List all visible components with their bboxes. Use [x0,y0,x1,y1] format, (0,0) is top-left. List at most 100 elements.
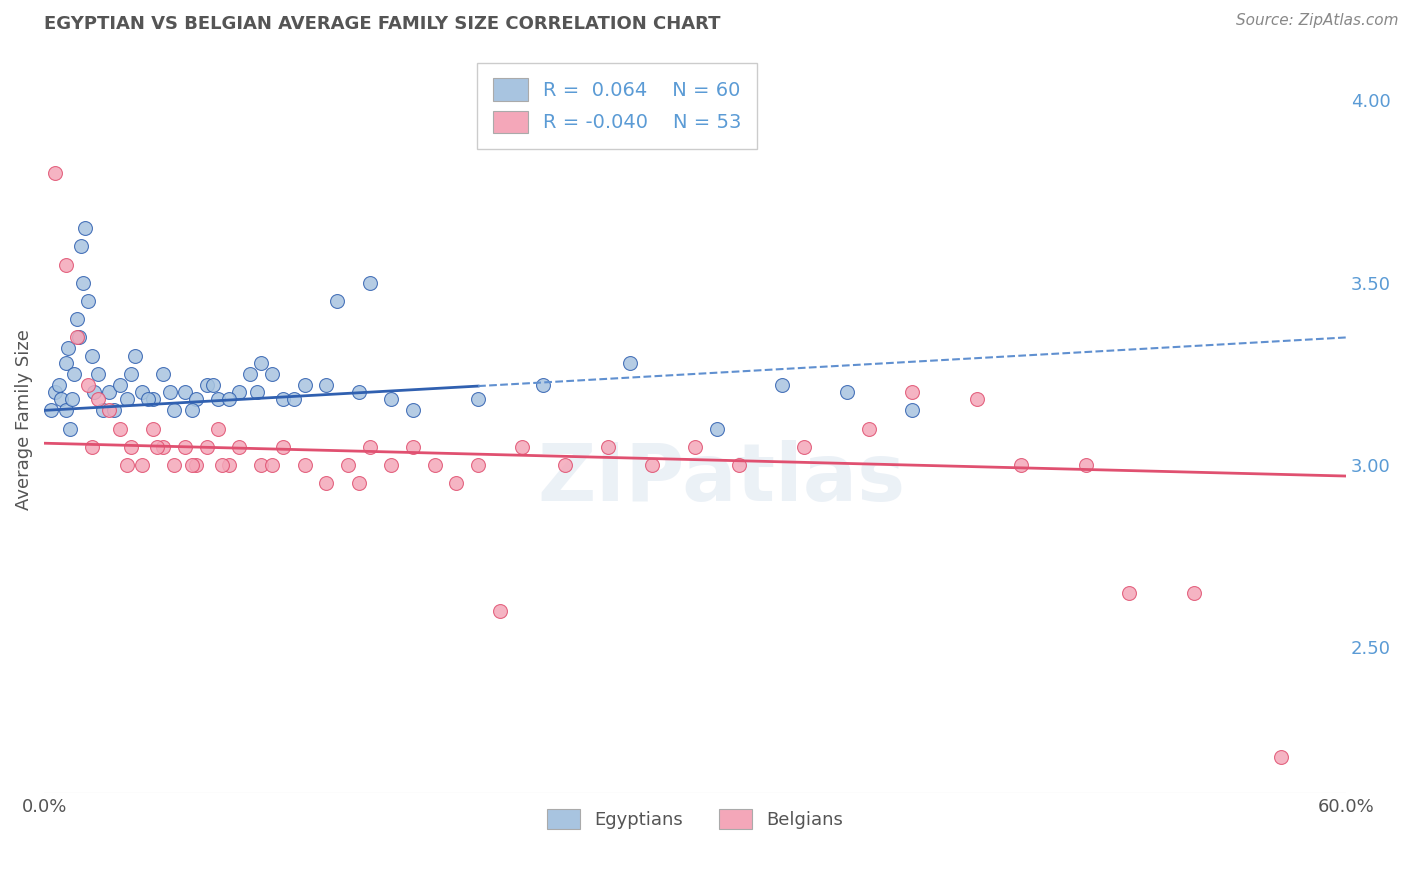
Point [180,458,202,472]
Point [120,440,142,454]
Point [66,312,89,326]
Text: EGYPTIAN VS BELGIAN AVERAGE FAMILY SIZE CORRELATION CHART: EGYPTIAN VS BELGIAN AVERAGE FAMILY SIZE … [44,15,721,33]
Point [423,458,446,472]
Point [87,367,110,381]
Point [163,458,186,472]
Point [260,458,283,472]
Point [1118,586,1140,600]
Point [239,367,262,381]
Y-axis label: Average Family Size: Average Family Size [15,329,32,510]
Point [70,239,93,253]
Point [598,440,620,454]
Point [706,422,728,436]
Point [159,385,181,400]
Point [39,403,62,417]
Point [44,166,66,180]
Point [63,367,86,381]
Point [202,377,225,392]
Point [246,385,269,400]
Point [146,440,169,454]
Point [271,440,294,454]
Point [315,377,337,392]
Point [619,356,641,370]
Point [770,377,793,392]
Text: Source: ZipAtlas.com: Source: ZipAtlas.com [1236,13,1399,29]
Point [336,458,359,472]
Point [1074,458,1097,472]
Point [80,349,103,363]
Point [60,392,83,407]
Point [641,458,664,472]
Point [858,422,880,436]
Text: ZIPatlas: ZIPatlas [537,441,905,518]
Point [531,377,554,392]
Point [1010,458,1032,472]
Point [793,440,815,454]
Point [142,422,165,436]
Point [115,458,138,472]
Point [446,476,468,491]
Point [901,403,924,417]
Point [467,458,489,472]
Point [1270,750,1292,764]
Point [510,440,533,454]
Point [83,385,105,400]
Point [727,458,749,472]
Point [1182,586,1205,600]
Point [55,403,77,417]
Point [87,392,110,407]
Point [467,392,489,407]
Point [131,385,153,400]
Legend: Egyptians, Belgians: Egyptians, Belgians [540,801,851,837]
Point [347,476,370,491]
Point [163,403,186,417]
Point [228,385,250,400]
Point [115,392,138,407]
Point [250,356,273,370]
Point [195,440,218,454]
Point [174,385,197,400]
Point [211,458,233,472]
Point [152,367,174,381]
Point [260,367,283,381]
Point [55,356,77,370]
Point [56,342,79,356]
Point [294,458,316,472]
Point [683,440,706,454]
Point [98,385,121,400]
Point [72,276,94,290]
Point [294,377,316,392]
Point [152,440,174,454]
Point [315,476,337,491]
Point [124,349,146,363]
Point [76,377,98,392]
Point [402,440,425,454]
Point [380,458,402,472]
Point [901,385,924,400]
Point [80,440,103,454]
Point [108,377,131,392]
Point [271,392,294,407]
Point [51,392,73,407]
Point [180,403,202,417]
Point [136,392,159,407]
Point [48,377,70,392]
Point [380,392,402,407]
Point [207,422,229,436]
Point [207,392,229,407]
Point [359,276,381,290]
Point [184,392,207,407]
Point [228,440,250,454]
Point [67,330,90,344]
Point [91,403,114,417]
Point [120,367,142,381]
Point [966,392,988,407]
Point [218,458,240,472]
Point [59,422,82,436]
Point [184,458,207,472]
Point [131,458,153,472]
Point [326,293,349,308]
Point [142,392,165,407]
Point [76,293,98,308]
Point [44,385,66,400]
